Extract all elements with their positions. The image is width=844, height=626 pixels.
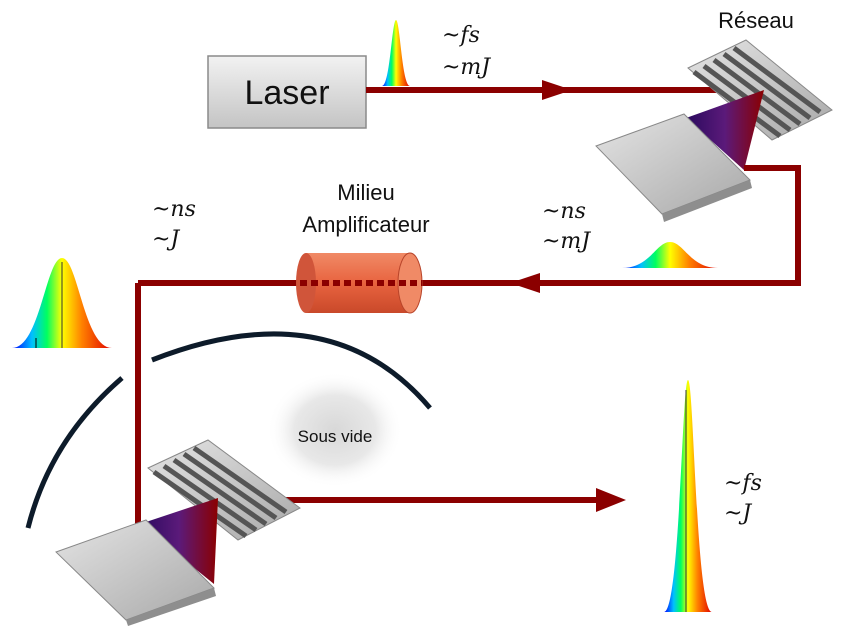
spec-input-duration: ~fs: [442, 23, 480, 48]
arrowhead-stretched: [510, 273, 540, 293]
amplifier-label-line2: Amplificateur: [302, 212, 429, 237]
specs-input: ~fs ~mJ: [442, 23, 491, 80]
grating-label: Réseau: [718, 8, 794, 33]
spec-stretched-duration: ~ns: [542, 199, 586, 224]
pulse-compressed-icon: [664, 380, 712, 612]
specs-compressed: ~fs ~J: [724, 471, 762, 526]
compressor-gratings: [55, 439, 301, 626]
vacuum-chamber: Sous vide: [25, 331, 432, 529]
pulse-amplified-icon: [12, 258, 112, 348]
spec-amplified-energy: ~J: [152, 227, 180, 252]
laser-box: [207, 55, 367, 129]
pulse-input-icon: [382, 20, 410, 86]
beam-input: [366, 80, 752, 100]
vacuum-label: Sous vide: [298, 427, 373, 446]
specs-stretched: ~ns ~mJ: [542, 199, 591, 254]
stretcher-fan: [686, 90, 764, 170]
spec-compressed-duration: ~fs: [724, 471, 762, 496]
grating-lower-front: [55, 519, 216, 626]
spec-amplified-duration: ~ns: [152, 197, 196, 222]
amplifier-medium: Milieu Amplificateur: [296, 180, 430, 314]
pulse-stretched-icon: [622, 242, 718, 268]
arrowhead-output: [596, 488, 626, 512]
spec-stretched-energy: ~mJ: [542, 229, 591, 254]
spec-input-energy: ~mJ: [442, 55, 491, 80]
arrowhead-input: [542, 80, 572, 100]
laser-label: Laser: [244, 74, 329, 112]
spec-compressed-energy: ~J: [724, 501, 752, 526]
vacuum-wall-left: [25, 376, 124, 529]
beam-stretched: [138, 165, 801, 293]
vacuum-wall-top: [151, 331, 432, 410]
vacuum-glow: [267, 372, 403, 488]
grating-lower-back: [147, 439, 301, 541]
stretcher-gratings: [595, 39, 833, 222]
compressor-fan: [140, 498, 218, 584]
specs-amplified: ~ns ~J: [152, 197, 196, 252]
laser-source: Laser: [207, 55, 367, 129]
amplifier-label-line1: Milieu: [337, 180, 394, 205]
grating-upper-front: [595, 113, 752, 222]
